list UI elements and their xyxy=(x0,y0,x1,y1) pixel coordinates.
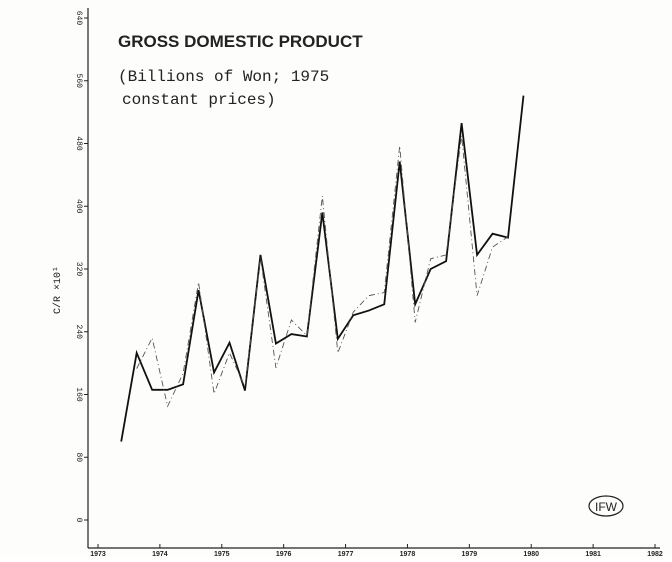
y-tick-label: 640 xyxy=(74,11,83,26)
y-tick-label: 80 xyxy=(74,452,83,462)
x-tick-label: 1981 xyxy=(585,551,601,557)
x-tick-label: 1977 xyxy=(338,551,354,557)
logo-ring xyxy=(588,495,624,517)
y-tick-label: 480 xyxy=(74,136,83,151)
subtitle: (Billions of Won; 1975 xyxy=(118,68,329,86)
x-tick-label: 1974 xyxy=(152,551,168,557)
y-axis-label: C/R ×10¹ xyxy=(52,266,64,314)
y-tick-label: 160 xyxy=(74,387,83,402)
x-tick-label: 1980 xyxy=(523,551,539,557)
x-tick-label: 1975 xyxy=(214,551,230,557)
annotation: IFW xyxy=(595,500,618,514)
x-tick-label: 1979 xyxy=(462,551,478,557)
line-series xyxy=(120,95,525,442)
x-tick-label: 1973 xyxy=(90,551,106,557)
x-tick-label: 1976 xyxy=(276,551,292,557)
y-tick-label: 240 xyxy=(74,325,83,340)
y-tick-label: 0 xyxy=(74,518,83,523)
y-tick-label: 400 xyxy=(74,199,83,214)
y-tick-label: 320 xyxy=(74,262,83,277)
x-tick-label: 1978 xyxy=(400,551,416,557)
line-series xyxy=(136,135,509,408)
chart-title: GROSS DOMESTIC PRODUCT xyxy=(118,32,363,51)
subtitle: constant prices) xyxy=(122,91,276,109)
x-tick-label: 1982 xyxy=(647,551,663,557)
y-tick-label: 560 xyxy=(74,74,83,89)
